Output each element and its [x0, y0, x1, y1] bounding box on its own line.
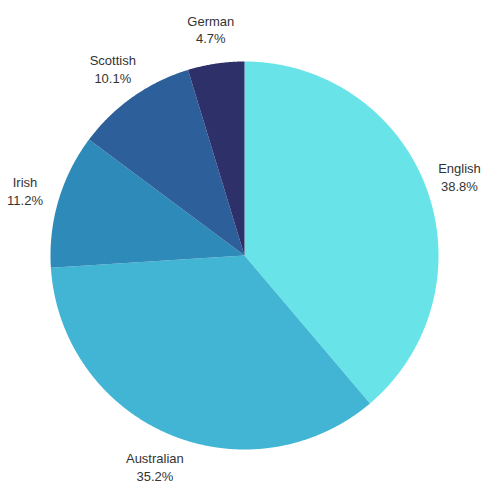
svg-text:Australian35.2%: Australian35.2%: [126, 451, 184, 484]
svg-text:Scottish10.1%: Scottish10.1%: [90, 53, 136, 86]
svg-text:English38.8%: English38.8%: [438, 161, 481, 194]
svg-text:German4.7%: German4.7%: [187, 14, 234, 47]
svg-text:Irish11.2%: Irish11.2%: [7, 175, 43, 208]
